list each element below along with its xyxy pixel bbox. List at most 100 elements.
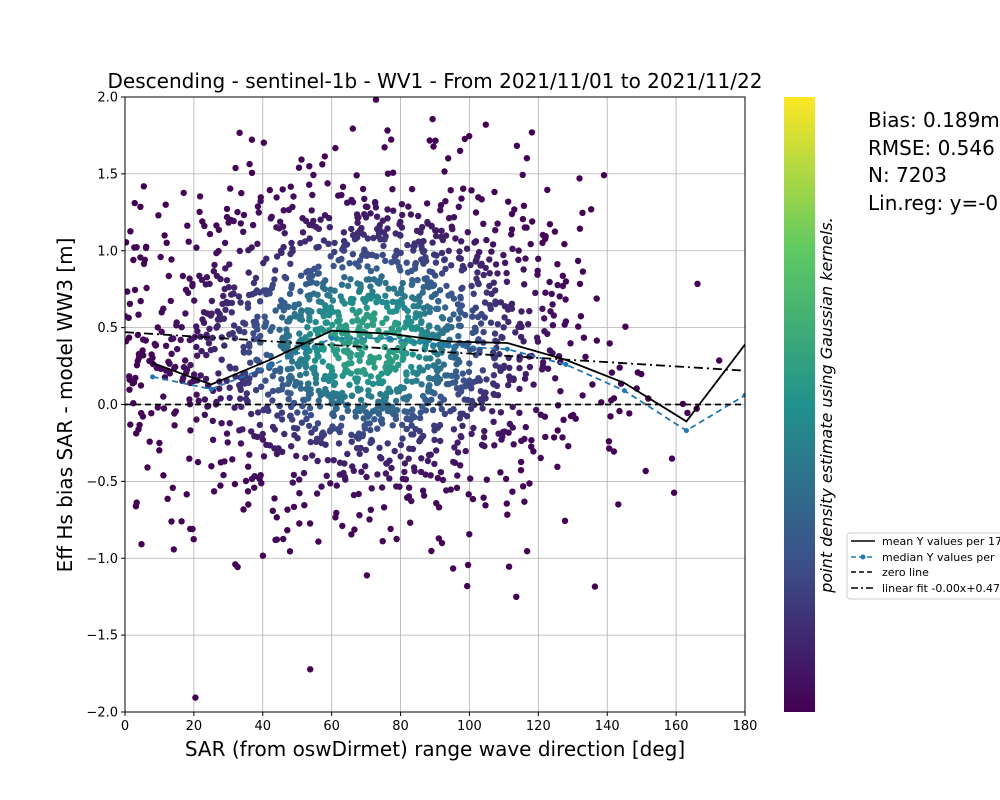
scatter-point bbox=[447, 187, 454, 194]
scatter-point bbox=[466, 360, 473, 367]
scatter-point bbox=[559, 272, 566, 279]
scatter-point bbox=[363, 322, 371, 330]
scatter-point bbox=[355, 490, 362, 498]
scatter-point bbox=[266, 186, 273, 194]
scatter-point bbox=[315, 353, 322, 360]
scatter-point bbox=[490, 418, 497, 425]
scatter-point bbox=[351, 236, 359, 243]
scatter-point bbox=[477, 396, 484, 403]
scatter-point bbox=[138, 409, 145, 417]
scatter-point bbox=[354, 385, 361, 392]
scatter-point bbox=[255, 209, 262, 216]
scatter-point bbox=[523, 548, 531, 555]
scatter-point bbox=[266, 290, 273, 297]
scatter-point bbox=[403, 369, 410, 376]
scatter-point bbox=[307, 666, 314, 673]
scatter-point bbox=[458, 238, 465, 245]
scatter-point bbox=[237, 220, 244, 227]
scatter-point bbox=[331, 239, 338, 247]
scatter-point bbox=[419, 487, 427, 494]
scatter-point bbox=[193, 352, 201, 359]
y-tick-label: 0.5 bbox=[97, 321, 118, 336]
scatter-point bbox=[355, 404, 362, 411]
scatter-point bbox=[428, 223, 435, 230]
scatter-point bbox=[194, 458, 202, 466]
scatter-point bbox=[217, 395, 224, 402]
scatter-point bbox=[198, 276, 206, 284]
scatter-point bbox=[341, 300, 348, 307]
scatter-point bbox=[349, 318, 356, 325]
scatter-point bbox=[244, 488, 252, 495]
scatter-point bbox=[453, 484, 461, 491]
scatter-point bbox=[344, 282, 352, 290]
scatter-point bbox=[187, 427, 194, 434]
scatter-point bbox=[331, 380, 339, 387]
scatter-point bbox=[179, 272, 187, 280]
scatter-point bbox=[252, 274, 260, 282]
scatter-point bbox=[254, 433, 261, 441]
series-marker bbox=[208, 386, 214, 392]
scatter-point bbox=[502, 475, 510, 483]
scatter-point bbox=[386, 475, 393, 482]
scatter-point bbox=[429, 115, 436, 123]
scatter-point bbox=[404, 269, 412, 276]
scatter-point bbox=[369, 321, 377, 328]
scatter-point bbox=[231, 284, 238, 291]
scatter-point bbox=[477, 262, 484, 269]
scatter-point bbox=[425, 323, 433, 330]
scatter-point bbox=[432, 259, 440, 266]
scatter-point bbox=[367, 426, 374, 434]
scatter-point bbox=[435, 358, 442, 365]
scatter-point bbox=[387, 525, 394, 533]
scatter-point bbox=[249, 221, 257, 229]
scatter-point bbox=[315, 243, 322, 251]
scatter-point bbox=[306, 163, 313, 170]
scatter-point bbox=[381, 343, 388, 351]
scatter-point bbox=[420, 284, 427, 291]
series-marker bbox=[683, 428, 689, 434]
scatter-point bbox=[291, 431, 298, 439]
scatter-point bbox=[532, 289, 539, 297]
scatter-point bbox=[461, 396, 468, 403]
scatter-point bbox=[287, 372, 294, 380]
scatter-point bbox=[197, 372, 204, 379]
scatter-point bbox=[250, 330, 257, 337]
scatter-point bbox=[360, 231, 367, 238]
scatter-point bbox=[132, 374, 139, 382]
scatter-point bbox=[425, 284, 432, 291]
scatter-point bbox=[340, 469, 347, 477]
scatter-point bbox=[383, 315, 390, 322]
scatter-point bbox=[463, 245, 471, 252]
scatter-point bbox=[426, 137, 433, 144]
scatter-point bbox=[306, 330, 314, 338]
scatter-point bbox=[240, 211, 248, 219]
scatter-point bbox=[450, 295, 458, 302]
scatter-point bbox=[227, 185, 234, 192]
scatter-point bbox=[421, 345, 428, 352]
scatter-point bbox=[154, 404, 161, 411]
scatter-point bbox=[467, 261, 474, 269]
scatter-point bbox=[670, 489, 678, 496]
scatter-point bbox=[442, 372, 449, 379]
scatter-point bbox=[333, 405, 340, 412]
scatter-point bbox=[332, 144, 339, 152]
scatter-point bbox=[373, 265, 380, 272]
scatter-point bbox=[307, 438, 314, 446]
scatter-point bbox=[280, 207, 287, 214]
scatter-point bbox=[399, 475, 407, 482]
scatter-point bbox=[390, 207, 397, 214]
scatter-point bbox=[186, 396, 193, 403]
series-line bbox=[152, 337, 745, 432]
scatter-point bbox=[365, 387, 372, 394]
scatter-point bbox=[349, 299, 356, 307]
scatter-point bbox=[348, 438, 355, 445]
scatter-point bbox=[516, 353, 523, 360]
scatter-point bbox=[269, 324, 276, 331]
stat-n: N: 7203 bbox=[868, 163, 947, 187]
scatter-point bbox=[368, 485, 375, 492]
scatter-point bbox=[230, 290, 237, 297]
scatter-point bbox=[127, 228, 134, 235]
scatter-point bbox=[267, 215, 274, 222]
scatter-point bbox=[305, 422, 313, 430]
scatter-point bbox=[430, 143, 437, 150]
